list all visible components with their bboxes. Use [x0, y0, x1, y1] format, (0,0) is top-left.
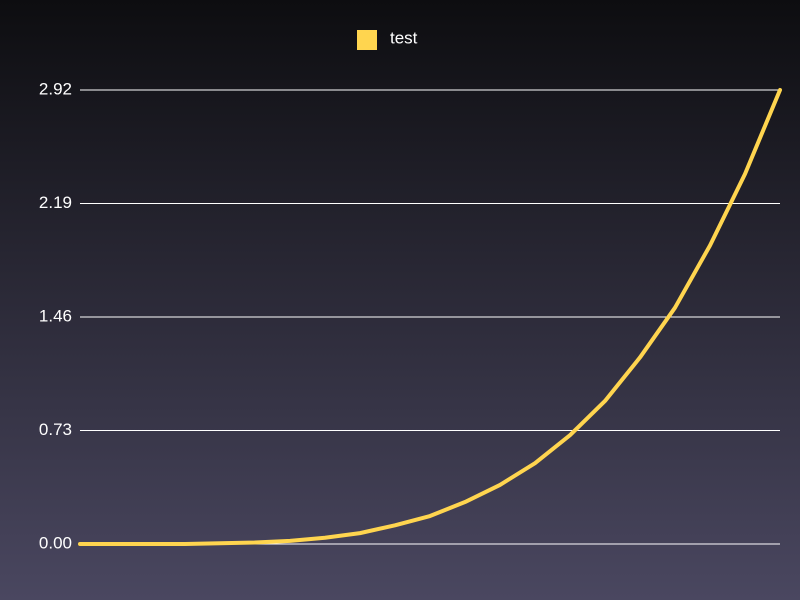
line — [78, 88, 782, 546]
legend-label: test — [390, 28, 418, 47]
y-tick-label: 1.46 — [39, 306, 72, 325]
y-tick-label: 2.19 — [39, 193, 72, 212]
legend-swatch — [357, 30, 377, 50]
y-tick-label: 0.73 — [39, 420, 72, 439]
y-tick-label: 2.92 — [39, 79, 72, 98]
y-tick-label: 0.00 — [39, 533, 72, 552]
